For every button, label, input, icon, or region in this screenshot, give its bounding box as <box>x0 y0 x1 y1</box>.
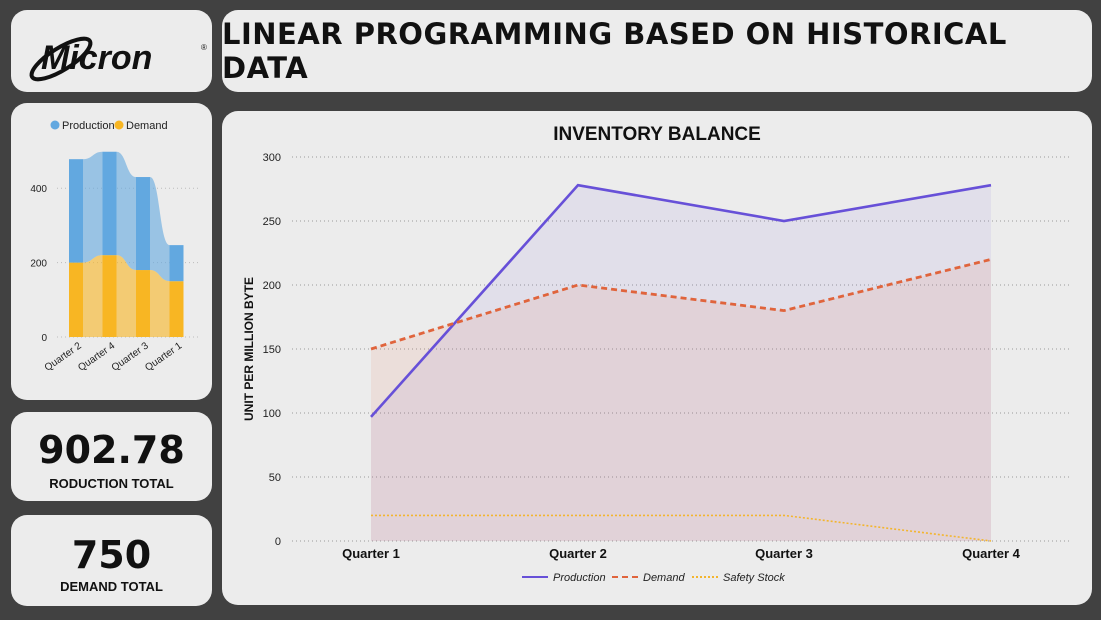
y-tick-label: 200 <box>263 280 281 292</box>
x-tick-label: Quarter 3 <box>755 546 813 561</box>
mini-bar-demand <box>102 255 117 337</box>
mini-y-tick-label: 200 <box>30 259 47 270</box>
mini-demand-ribbon <box>116 255 136 337</box>
title-card: LINEAR PROGRAMMING BASED ON HISTORICAL D… <box>222 10 1092 92</box>
y-tick-label: 0 <box>275 536 281 548</box>
x-tick-label: Quarter 1 <box>342 546 400 561</box>
legend-marker-production <box>50 120 60 130</box>
logo-card: Micron ® <box>11 10 212 92</box>
mini-bar-production <box>69 159 83 263</box>
legend-label-production: Production <box>62 120 115 132</box>
mini-demand-ribbon <box>83 255 103 337</box>
mini-bar-demand <box>136 270 150 337</box>
mini-bar-demand <box>169 281 184 337</box>
y-axis-label: UNIT PER MILLION BYTE <box>242 277 256 421</box>
x-tick-label: Quarter 2 <box>549 546 607 561</box>
mini-x-tick-label: Quarter 3 <box>110 340 151 373</box>
production-total-value: 902.78 <box>38 428 185 472</box>
y-tick-label: 50 <box>269 472 281 484</box>
mini-bar-production <box>102 151 117 256</box>
mini-production-ribbon <box>116 151 136 271</box>
logo-text: Micron <box>41 39 152 77</box>
demand-total-card: 750 DEMAND TOTAL <box>11 515 212 606</box>
mini-y-tick-label: 0 <box>41 333 47 344</box>
micron-logo: Micron ® <box>29 36 207 82</box>
line-production <box>370 183 992 418</box>
mini-demand-ribbon <box>150 270 170 337</box>
production-total-label: RODUCTION TOTAL <box>49 476 174 491</box>
x-tick-label: Quarter 4 <box>962 546 1021 561</box>
mini-legend: Production Demand <box>50 120 168 132</box>
logo-registered-mark: ® <box>201 43 207 52</box>
demand-total-value: 750 <box>71 533 152 577</box>
y-tick-label: 100 <box>263 408 281 420</box>
legend-label-safety-stock: Safety Stock <box>723 572 785 584</box>
page-title: LINEAR PROGRAMMING BASED ON HISTORICAL D… <box>222 17 1007 85</box>
production-total-card: 902.78 RODUCTION TOTAL <box>11 412 212 501</box>
area-demand <box>371 259 991 541</box>
mini-bar-production <box>136 177 150 271</box>
inventory-balance-card: INVENTORY BALANCE 0 50 100 150 200 250 300 UNIT … <box>222 111 1092 605</box>
legend-label-production: Production <box>553 572 606 584</box>
mini-production-ribbon <box>83 151 103 263</box>
y-tick-label: 300 <box>263 152 281 164</box>
chart-title: INVENTORY BALANCE <box>553 124 761 145</box>
legend-label-demand: Demand <box>126 120 168 132</box>
mini-x-tick-label: Quarter 1 <box>143 340 184 373</box>
area-production <box>371 185 991 541</box>
chart-legend: Production Demand Safety Stock <box>522 572 785 584</box>
line-safety-stock <box>371 514 992 542</box>
y-tick-label: 250 <box>263 216 281 228</box>
legend-marker-demand <box>114 120 124 130</box>
inventory-balance-chart: INVENTORY BALANCE 0 50 100 150 200 250 300 UNIT … <box>242 124 1070 584</box>
mini-bar-demand <box>69 262 83 337</box>
mini-x-tick-label: Quarter 2 <box>43 340 84 373</box>
mini-x-tick-label: Quarter 4 <box>76 340 117 373</box>
mini-bar-production <box>169 245 184 282</box>
demand-total-label: DEMAND TOTAL <box>60 579 163 594</box>
mini-chart-card: Production Demand 0 200 400 Quarter 2 Quarter … <box>11 103 212 400</box>
mini-production-ribbon <box>150 177 170 282</box>
line-demand <box>370 258 992 351</box>
legend-label-demand: Demand <box>643 572 685 584</box>
y-tick-label: 150 <box>263 344 281 356</box>
mini-y-tick-label: 400 <box>30 184 47 195</box>
